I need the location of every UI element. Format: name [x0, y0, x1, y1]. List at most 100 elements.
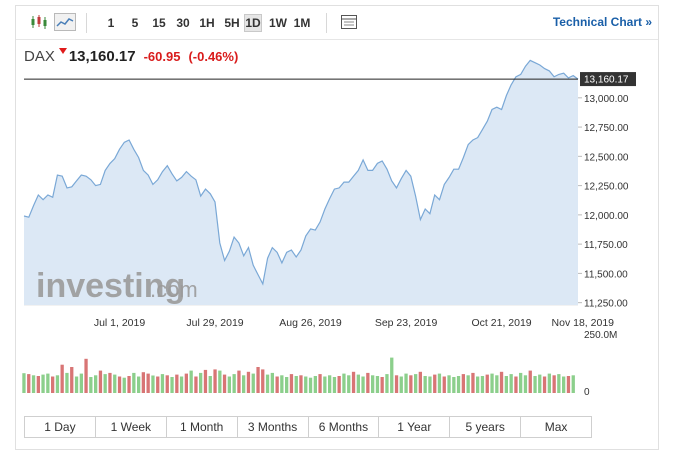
period-button-6-months[interactable]: 6 Months: [309, 417, 380, 437]
period-button-3-months[interactable]: 3 Months: [238, 417, 309, 437]
volume-tick-label: 250.0M: [584, 330, 617, 341]
volume-bar: [141, 372, 145, 393]
volume-bar: [480, 376, 485, 393]
volume-bar: [98, 370, 103, 393]
volume-bar: [151, 375, 155, 393]
volume-bar: [528, 370, 532, 393]
interval-button-1m[interactable]: 1M: [293, 16, 311, 30]
volume-bar: [251, 373, 255, 393]
period-button-1-day[interactable]: 1 Day: [25, 417, 96, 437]
chart-toolbar: Technical Chart » 1 5 15 30 1H 5H 1D 1W 1M: [16, 6, 658, 40]
volume-bar: [203, 369, 208, 393]
period-button-1-month[interactable]: 1 Month: [167, 417, 238, 437]
volume-bar: [70, 367, 74, 393]
volume-bar: [414, 374, 418, 393]
volume-bar: [242, 375, 246, 393]
volume-bar: [308, 377, 313, 393]
candlestick-icon[interactable]: [28, 13, 50, 31]
area-chart-icon[interactable]: [54, 13, 76, 31]
interval-button-1h[interactable]: 1H: [199, 16, 215, 30]
volume-bar: [31, 375, 36, 393]
volume-bar: [132, 372, 136, 393]
period-button-1-year[interactable]: 1 Year: [379, 417, 451, 437]
period-button-max[interactable]: Max: [544, 420, 568, 434]
period-button-5-years[interactable]: 5 years: [450, 417, 522, 437]
y-tick-label: 11,750.00: [584, 240, 628, 251]
interval-button-5h[interactable]: 5H: [224, 16, 240, 30]
x-tick-label: Aug 26, 2019: [279, 317, 342, 329]
volume-bar: [108, 372, 112, 393]
period-button-1-week[interactable]: 1 Week: [96, 417, 167, 437]
y-tick-label: 11,250.00: [584, 299, 628, 310]
volume-bar: [361, 376, 365, 393]
technical-chart-link[interactable]: Technical Chart »: [552, 15, 652, 29]
volume-bar: [51, 376, 55, 393]
volume-bar: [285, 377, 289, 393]
volume-bar: [208, 376, 212, 393]
toolbar-divider: [86, 13, 87, 33]
settings-panel-icon[interactable]: [338, 13, 360, 31]
volume-bar: [213, 369, 217, 393]
volume-bar: [476, 376, 480, 393]
volume-bar: [328, 375, 332, 393]
volume-bar: [289, 374, 294, 393]
volume-bar: [184, 373, 188, 393]
volume-bar: [371, 375, 375, 393]
volume-bar: [552, 375, 556, 393]
volume-bar: [113, 374, 117, 393]
volume-bar: [41, 374, 45, 393]
current-price-tag-label: 13,160.17: [584, 75, 629, 86]
x-tick-label: Jul 29, 2019: [186, 317, 243, 329]
x-tick-label: Sep 23, 2019: [375, 317, 438, 329]
volume-bar: [442, 376, 446, 393]
toolbar-divider: [326, 13, 327, 33]
quote-header: DAX 13,160.17 -60.95 (-0.46%): [24, 48, 238, 66]
current-price-tag: 13,160.17: [580, 72, 636, 87]
volume-bar: [103, 374, 107, 393]
volume-bar: [318, 374, 322, 393]
interval-button-1[interactable]: 1: [107, 16, 115, 30]
y-tick-label: 12,750.00: [584, 123, 629, 134]
volume-bar: [218, 370, 222, 393]
volume-bar: [256, 367, 260, 393]
volume-bar: [270, 372, 274, 393]
volume-bar: [499, 371, 504, 393]
period-selector: 1 Day 1 Week 1 Month 3 Months 6 Months 1 Year…: [24, 416, 592, 438]
volume-bar: [471, 372, 475, 393]
volume-bar: [179, 376, 184, 393]
volume-bar: [409, 375, 413, 393]
volume-bar: [79, 373, 83, 393]
volume-bar: [89, 377, 93, 393]
volume-bar: [566, 376, 571, 393]
price-area: [24, 60, 578, 306]
volume-bar: [146, 373, 150, 393]
volume-bar: [347, 375, 351, 393]
volume-bar: [514, 376, 518, 393]
price-change: -60.95: [143, 49, 181, 64]
interval-button-5[interactable]: 5: [131, 16, 139, 30]
volume-bar: [199, 372, 203, 393]
interval-button-30[interactable]: 30: [176, 16, 190, 30]
volume-bar: [519, 372, 523, 393]
volume-bar: [394, 375, 399, 393]
volume-bar: [294, 376, 298, 393]
volume-bar: [571, 375, 575, 393]
interval-button-1d[interactable]: 1D: [244, 14, 262, 32]
interval-button-1w[interactable]: 1W: [269, 16, 287, 30]
x-tick-label: Oct 21, 2019: [472, 317, 532, 329]
y-tick-label: 12,000.00: [584, 211, 629, 222]
volume-bar: [423, 376, 427, 393]
volume-bar: [323, 376, 327, 393]
volume-bar: [342, 373, 346, 393]
volume-bar: [533, 376, 537, 393]
volume-bar: [74, 376, 79, 393]
volume-bar: [351, 371, 356, 393]
volume-bar: [538, 374, 542, 393]
interval-button-15[interactable]: 15: [152, 16, 166, 30]
volume-bar: [137, 376, 141, 393]
volume-bar: [280, 375, 284, 393]
volume-bar: [523, 375, 528, 393]
x-tick-label: Jul 1, 2019: [94, 317, 146, 329]
volume-tick-label: 0: [584, 387, 590, 398]
volume-bar: [27, 374, 31, 393]
